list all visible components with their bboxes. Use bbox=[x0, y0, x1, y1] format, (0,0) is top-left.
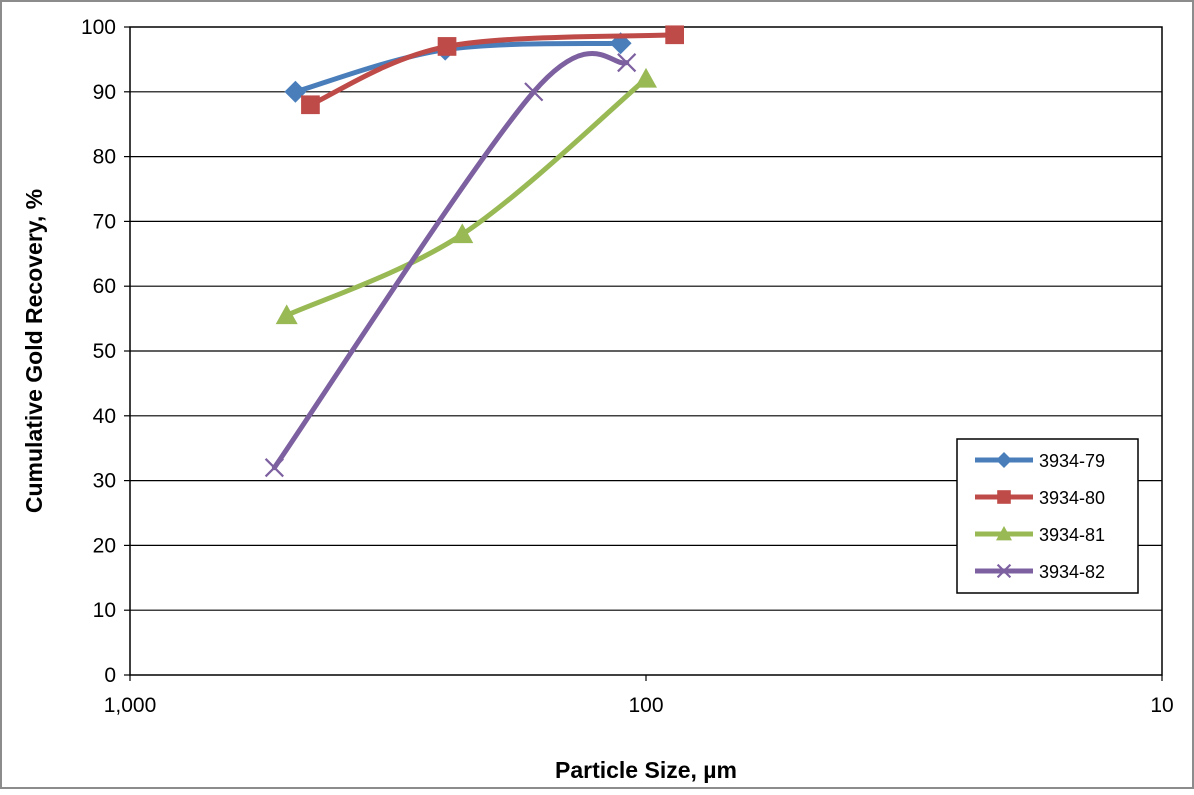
legend-label: 3934-81 bbox=[1039, 525, 1105, 545]
legend-label: 3934-82 bbox=[1039, 562, 1105, 582]
legend-item: 3934-82 bbox=[975, 562, 1105, 582]
x-axis-ticks: 1,000 100 10 bbox=[104, 675, 1174, 717]
y-axis-title: Cumulative Gold Recovery, % bbox=[21, 189, 47, 513]
series-line bbox=[271, 50, 630, 471]
data-point bbox=[617, 53, 637, 73]
y-tick-label: 40 bbox=[93, 405, 116, 428]
data-point bbox=[284, 80, 307, 103]
data-point bbox=[996, 526, 1012, 541]
data-point-stroke bbox=[617, 53, 637, 73]
y-axis-ticks: 0 10 20 30 40 50 60 70 80 90 100 bbox=[81, 16, 130, 687]
series-3934-80 bbox=[301, 25, 684, 115]
legend-item: 3934-79 bbox=[975, 451, 1105, 471]
data-point bbox=[437, 37, 457, 56]
data-point bbox=[996, 452, 1012, 468]
series-3934-81 bbox=[275, 67, 657, 325]
y-tick-label: 0 bbox=[104, 664, 116, 687]
series-layer bbox=[264, 25, 684, 478]
y-tick-label: 20 bbox=[93, 534, 116, 557]
legend-box bbox=[956, 438, 1139, 594]
data-point-stroke bbox=[996, 563, 1012, 579]
x-axis-title: Particle Size, µm bbox=[555, 757, 737, 783]
x-tick-label: 1,000 bbox=[104, 694, 157, 717]
legend-item: 3934-81 bbox=[975, 525, 1105, 545]
data-point bbox=[997, 490, 1011, 504]
x-tick-label: 10 bbox=[1150, 694, 1173, 717]
data-point bbox=[996, 563, 1012, 579]
data-point bbox=[264, 458, 284, 478]
legend-label: 3934-79 bbox=[1039, 451, 1105, 471]
data-point bbox=[665, 25, 684, 45]
y-tick-label: 10 bbox=[93, 599, 116, 622]
legend-label: 3934-80 bbox=[1039, 488, 1105, 508]
data-point-stroke bbox=[264, 458, 284, 478]
data-point bbox=[301, 95, 320, 115]
y-tick-label: 60 bbox=[93, 275, 116, 298]
legend-item: 3934-80 bbox=[975, 488, 1105, 508]
y-tick-label: 70 bbox=[93, 210, 116, 233]
data-point-stroke bbox=[524, 82, 544, 102]
legend: 3934-79 3934-80 3934-81 3934-82 bbox=[956, 438, 1139, 594]
y-tick-label: 80 bbox=[93, 146, 116, 169]
y-tick-label: 100 bbox=[81, 16, 116, 39]
y-tick-label: 90 bbox=[93, 81, 116, 104]
y-tick-label: 50 bbox=[93, 340, 116, 363]
x-tick-label: 100 bbox=[628, 694, 663, 717]
y-tick-label: 30 bbox=[93, 470, 116, 493]
data-point bbox=[451, 223, 474, 244]
data-point bbox=[524, 82, 544, 102]
gridlines bbox=[130, 91, 1162, 611]
series-3934-82 bbox=[264, 50, 637, 478]
data-point bbox=[635, 67, 657, 88]
data-point bbox=[275, 304, 298, 325]
